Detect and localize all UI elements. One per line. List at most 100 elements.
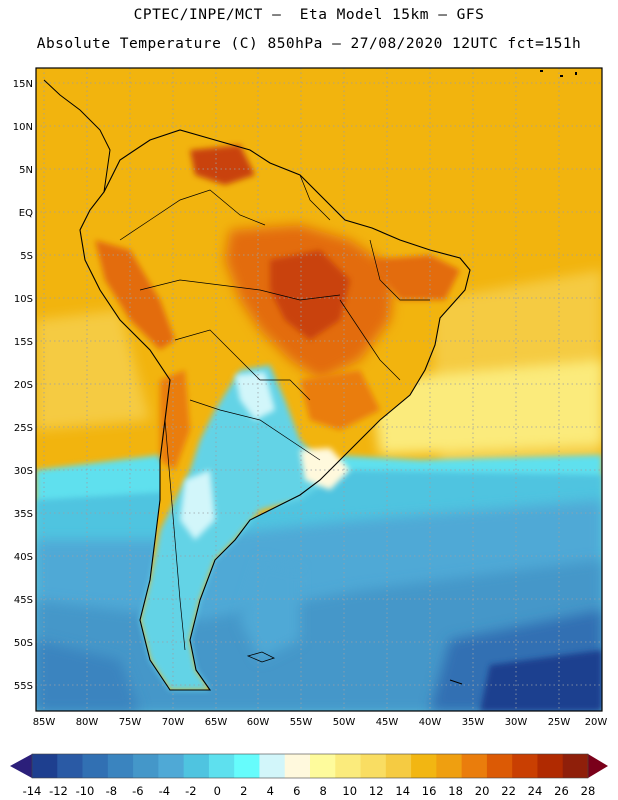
lat-label: 35S (14, 509, 33, 520)
colorbar-label: -2 (185, 784, 196, 798)
colorbar-label: 10 (342, 784, 357, 798)
cool-cuyo (180, 470, 215, 540)
colorbar-label: -6 (132, 784, 143, 798)
central-america-coastline (43, 79, 111, 193)
island-dot (575, 72, 577, 75)
border-brazil-states (339, 299, 401, 381)
hot-northeast-brazil (370, 255, 460, 300)
colorbar (10, 753, 608, 779)
lat-label: 15N (13, 79, 33, 90)
lat-label: EQ (19, 208, 33, 219)
colorbar-label: -8 (106, 784, 117, 798)
caribbean-islands (540, 70, 577, 77)
colorbar-swatch (32, 754, 58, 778)
lat-label: 40S (14, 552, 33, 563)
warm-southeast (300, 370, 380, 430)
colorbar-swatch (436, 754, 463, 778)
country-borders (119, 174, 430, 651)
colorbar-swatch (82, 754, 109, 778)
colorbar-label: 14 (395, 784, 410, 798)
border-northeast (369, 239, 430, 301)
longitude-labels: 85W 80W 75W 70W 65W 60W 55W 50W 45W 40W … (33, 717, 608, 728)
hot-andes-north (95, 240, 175, 350)
colorbar-labels: -14 -12 -10 -8 -6 -4 -2 0 2 4 6 8 10 12 … (23, 784, 596, 798)
lon-label: 30W (505, 717, 528, 728)
hottest-interior (270, 250, 350, 340)
colorbar-swatch (562, 754, 589, 778)
colorbar-label: 26 (554, 784, 569, 798)
lon-label: 55W (290, 717, 313, 728)
colorbar-label: 24 (528, 784, 543, 798)
lon-label: 40W (419, 717, 442, 728)
lat-label: 50S (14, 638, 33, 649)
colorbar-swatch (158, 754, 185, 778)
coldest-ocean-zone (480, 650, 602, 711)
lat-label: 30S (14, 466, 33, 477)
lat-label: 10S (14, 294, 33, 305)
border-paraguay (189, 399, 321, 461)
colorbar-swatch (385, 754, 412, 778)
lon-label: 70W (162, 717, 185, 728)
colorbar-swatch (512, 754, 538, 778)
lat-label: 5N (19, 165, 33, 176)
lon-label: 50W (333, 717, 356, 728)
cold-intrusion (140, 365, 330, 690)
hot-venezuela (190, 145, 255, 185)
lat-label: 25S (14, 423, 33, 434)
colorbar-arrow-high (588, 754, 608, 778)
colorbar-swatch (284, 754, 311, 778)
title-line-1: CPTEC/INPE/MCT — Eta Model 15km — GFS (133, 7, 485, 23)
border-andes (164, 419, 186, 651)
colorbar-arrow-low (10, 754, 32, 778)
colorbar-swatch (57, 754, 83, 778)
colorbar-label: -12 (49, 784, 68, 798)
temperature-field (36, 68, 602, 711)
colorbar-swatch (183, 754, 210, 778)
lat-label: 20S (14, 380, 33, 391)
latitude-labels: 15N 10N 5N EQ 5S 10S 15S 20S 25S 30S 35S… (13, 79, 33, 692)
colorbar-swatch (360, 754, 387, 778)
graticule (36, 68, 602, 711)
cold-patagonia-sea (240, 560, 300, 660)
colorbar-swatch (208, 754, 235, 778)
lon-label: 25W (548, 717, 571, 728)
title-line-2: Absolute Temperature (C) 850hPa — 27/08/… (36, 36, 582, 52)
lat-label: 10N (13, 122, 33, 133)
colorbar-label: 0 (214, 784, 221, 798)
colorbar-label: -10 (76, 784, 95, 798)
colorbar-swatch (486, 754, 513, 778)
map-border (35, 67, 603, 712)
lat-label: 15S (14, 337, 33, 348)
colorbar-swatch (461, 754, 488, 778)
colorbar-swatch (259, 754, 286, 778)
island-dot (560, 75, 563, 77)
colorbar-swatch (537, 754, 564, 778)
warm-andes-south (160, 370, 190, 470)
colorbar-swatch (234, 754, 260, 778)
cool-uruguay (300, 448, 350, 490)
colorbar-label: 16 (422, 784, 437, 798)
lon-label: 60W (247, 717, 270, 728)
colorbar-swatch (133, 754, 159, 778)
south-georgia-island (449, 679, 463, 685)
colorbar-label: -14 (23, 784, 42, 798)
lon-label: 45W (376, 717, 399, 728)
colorbar-label: 22 (501, 784, 516, 798)
lat-label: 5S (20, 251, 33, 262)
colorbar-label: 2 (240, 784, 247, 798)
malvinas-islands (246, 651, 276, 663)
lon-label: 20W (585, 717, 608, 728)
colorbar-swatch (411, 754, 437, 778)
border-amazon (139, 279, 341, 301)
colorbar-swatches (32, 754, 589, 778)
colorbar-outline (31, 753, 589, 779)
colorbar-label: -4 (159, 784, 170, 798)
colorbar-label: 4 (267, 784, 274, 798)
lon-label: 75W (119, 717, 142, 728)
cold-pacific-south (36, 640, 140, 711)
lat-label: 45S (14, 595, 33, 606)
colorbar-swatch (107, 754, 134, 778)
colorbar-label: 8 (320, 784, 327, 798)
island-dot (540, 70, 543, 72)
lon-label: 35W (462, 717, 485, 728)
